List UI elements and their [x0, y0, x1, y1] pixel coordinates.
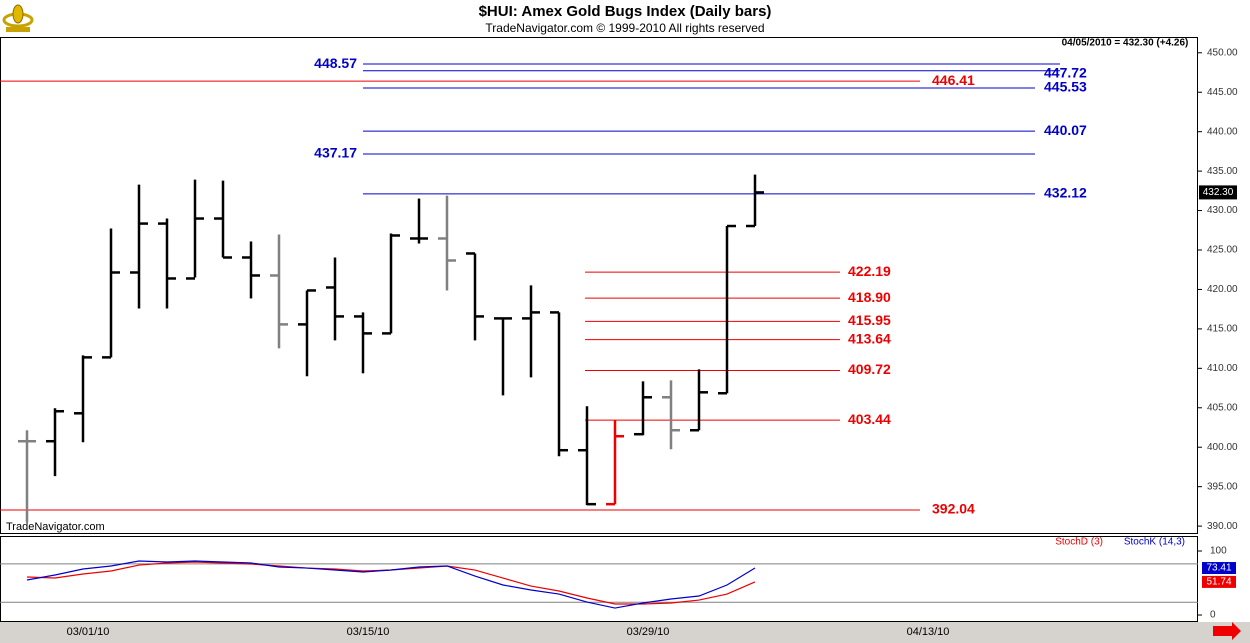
x-tick-label: 03/01/10 — [67, 626, 110, 638]
ohlc-bar — [410, 198, 428, 244]
level-label: 403.44 — [848, 411, 891, 427]
ohlc-bar — [130, 184, 148, 309]
ohlc-bar — [494, 317, 512, 396]
ohlc-bar — [298, 289, 316, 377]
level-label: 415.95 — [848, 312, 891, 328]
legend-entry: StochD (3) — [1055, 537, 1103, 548]
ohlc-bar — [158, 218, 176, 309]
ohlc-bar — [46, 408, 64, 477]
ohlc-bar — [522, 285, 540, 378]
ohlc-bar — [438, 195, 456, 291]
y-tick-label: 410.00 — [1207, 363, 1238, 374]
y-tick-label: 0 — [1210, 610, 1216, 621]
level-label: 392.04 — [932, 501, 975, 517]
value-tag-box — [1202, 562, 1236, 575]
level-label: 447.72 — [1044, 64, 1087, 80]
level-label: 422.19 — [848, 263, 891, 279]
level-label: 432.12 — [1044, 185, 1087, 201]
watermark: TradeNavigator.com — [6, 521, 105, 533]
y-tick-label: 435.00 — [1207, 166, 1238, 177]
ohlc-bar — [382, 233, 400, 335]
level-label: 440.07 — [1044, 122, 1087, 138]
stoch-line — [26, 560, 756, 609]
level-label: 409.72 — [848, 361, 891, 377]
ohlc-bar — [466, 252, 484, 341]
y-tick-label: 445.00 — [1207, 87, 1238, 98]
ohlc-bar — [634, 381, 652, 436]
y-tick-label: 390.00 — [1207, 521, 1238, 532]
y-tick-label: 440.00 — [1207, 126, 1238, 137]
y-tick-label: 450.00 — [1207, 47, 1238, 58]
level-label: 448.57 — [314, 55, 357, 71]
chart-title: $HUI: Amex Gold Bugs Index (Daily bars) — [479, 3, 772, 20]
last-quote: 04/05/2010 = 432.30 (+4.26) — [1062, 38, 1189, 49]
x-tick-label: 04/13/10 — [907, 626, 950, 638]
price-tag-box — [1199, 185, 1237, 200]
ohlc-bar — [242, 241, 260, 299]
level-label: 446.41 — [932, 72, 975, 88]
x-tick-label: 03/15/10 — [347, 626, 390, 638]
y-tick-label: 405.00 — [1207, 402, 1238, 413]
logo — [2, 4, 34, 32]
ohlc-bar — [578, 406, 596, 506]
value-tag: 73.41 — [1206, 563, 1231, 574]
level-label: 418.90 — [848, 289, 891, 305]
level-label: 413.64 — [848, 330, 891, 346]
y-tick-label: 395.00 — [1207, 481, 1238, 492]
y-tick-label: 400.00 — [1207, 442, 1238, 453]
y-tick-label: 430.00 — [1207, 205, 1238, 216]
legend-entry: StochK (14,3) — [1124, 537, 1185, 548]
ohlc-bar — [270, 234, 288, 349]
y-tick-label: 415.00 — [1207, 324, 1238, 335]
ohlc-bar — [550, 311, 568, 457]
ohlc-bar — [326, 257, 344, 341]
y-tick-label: 425.00 — [1207, 245, 1238, 256]
ohlc-bar — [690, 369, 708, 432]
value-tag-box — [1202, 575, 1236, 588]
ohlc-bar — [662, 380, 680, 450]
chart-subtitle: TradeNavigator.com © 1999-2010 All right… — [485, 21, 764, 35]
level-label: 445.53 — [1044, 79, 1087, 95]
ohlc-bar — [74, 355, 92, 443]
level-label: 437.17 — [314, 145, 357, 161]
main-panel — [0, 37, 1198, 534]
ohlc-bar — [18, 430, 36, 523]
price-tag: 432.30 — [1203, 187, 1234, 198]
scroll-arrow[interactable] — [1213, 622, 1241, 640]
ohlc-bar — [102, 228, 120, 359]
ohlc-bar — [354, 312, 372, 374]
ohlc-bar — [214, 180, 232, 259]
ohlc-bar — [186, 179, 204, 280]
value-tag: 51.74 — [1206, 577, 1231, 588]
x-axis-band — [0, 622, 1250, 643]
y-tick-label: 420.00 — [1207, 284, 1238, 295]
stoch-panel — [0, 536, 1198, 622]
ohlc-bar — [718, 224, 736, 395]
x-tick-label: 03/29/10 — [627, 626, 670, 638]
ohlc-bar — [746, 174, 764, 228]
y-tick-label: 100 — [1210, 546, 1227, 557]
ohlc-bar — [606, 420, 624, 506]
